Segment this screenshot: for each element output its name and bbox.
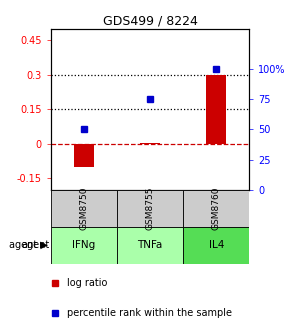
Bar: [183, 227, 249, 264]
Text: GSM8755: GSM8755: [146, 186, 155, 230]
Bar: [183, 190, 249, 227]
Text: IFNg: IFNg: [72, 240, 95, 250]
Bar: [117, 190, 183, 227]
Text: agent ▶: agent ▶: [9, 240, 48, 250]
Title: GDS499 / 8224: GDS499 / 8224: [103, 14, 197, 28]
Text: IL4: IL4: [209, 240, 224, 250]
Bar: [74, 144, 94, 167]
Bar: [51, 190, 117, 227]
Bar: [206, 75, 226, 144]
Bar: [117, 227, 183, 264]
Bar: [51, 227, 117, 264]
Text: agent: agent: [21, 240, 49, 250]
Text: log ratio: log ratio: [67, 278, 107, 288]
Text: GSM8750: GSM8750: [79, 186, 88, 230]
Bar: [140, 142, 160, 144]
Text: TNFa: TNFa: [137, 240, 163, 250]
Text: percentile rank within the sample: percentile rank within the sample: [67, 308, 232, 318]
Text: GSM8760: GSM8760: [212, 186, 221, 230]
